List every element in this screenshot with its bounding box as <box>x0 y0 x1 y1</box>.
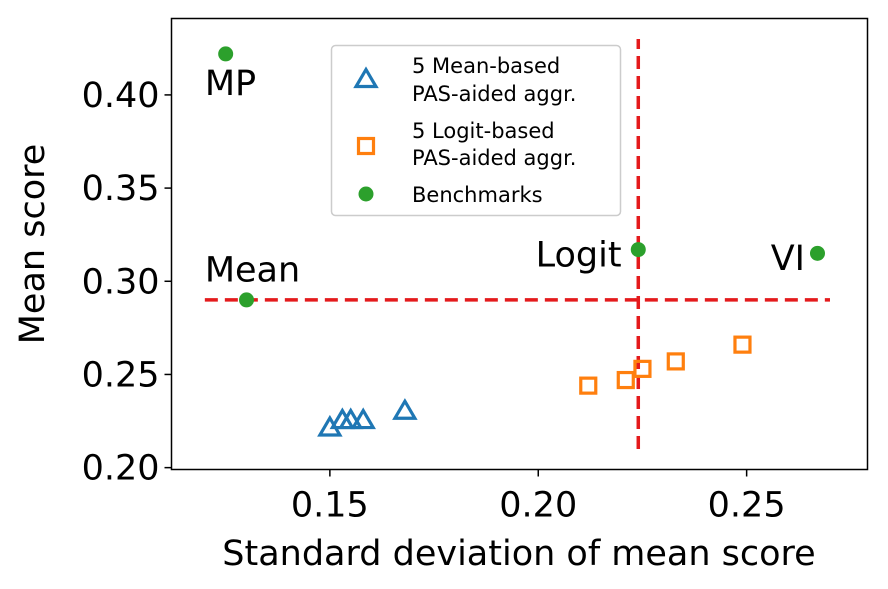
ticks-layer: 0.15 0.20 0.25 0.20 0.25 0.30 0.35 0.40 <box>82 76 786 526</box>
legend-label: Benchmarks <box>412 183 543 207</box>
mean-based-point <box>337 407 364 430</box>
annotation-vi: VI <box>771 239 805 279</box>
plot-frame <box>170 17 869 471</box>
annotation-mp: MP <box>205 64 256 104</box>
x-tick-label: 0.25 <box>708 486 786 526</box>
legend-label: 5 Mean-based <box>412 54 560 78</box>
x-tick-label: 0.15 <box>291 486 369 526</box>
legend: 5 Mean-based PAS-aided aggr. 5 Logit-based… <box>330 44 622 217</box>
y-tick-label: 0.25 <box>82 355 160 395</box>
logit-based-point <box>633 359 652 378</box>
benchmark-point <box>809 245 825 261</box>
logit-based-point <box>616 370 635 390</box>
benchmark-point <box>239 292 255 308</box>
y-tick-label: 0.20 <box>82 449 160 489</box>
logit-based-point <box>666 352 685 371</box>
x-axis-title: Standard deviation of mean score <box>222 534 815 574</box>
legend-logit-marker <box>356 136 376 156</box>
benchmark-point <box>218 46 234 62</box>
annotation-mean: Mean <box>205 250 300 290</box>
y-tick-label: 0.30 <box>82 262 160 302</box>
logit-based-point <box>733 335 752 354</box>
legend-label: PAS-aided aggr. <box>412 82 576 106</box>
annotation-logit: Logit <box>536 235 622 275</box>
y-axis-title: Mean score <box>13 144 53 345</box>
logit-based-point <box>579 376 598 395</box>
x-tick-label: 0.20 <box>499 486 577 526</box>
y-tick-label: 0.35 <box>82 169 160 209</box>
benchmark-point <box>630 242 646 258</box>
mean-based-point <box>350 407 376 430</box>
y-tick-label: 0.40 <box>82 76 160 116</box>
legend-benchmarks-marker <box>358 186 374 202</box>
marks-layer: MP Mean Logit VI <box>204 39 830 449</box>
legend-box <box>330 44 622 217</box>
mean-based-point <box>392 398 418 420</box>
legend-label: PAS-aided aggr. <box>412 146 576 170</box>
legend-mean-marker <box>353 66 379 89</box>
legend-label: 5 Logit-based <box>412 119 555 143</box>
